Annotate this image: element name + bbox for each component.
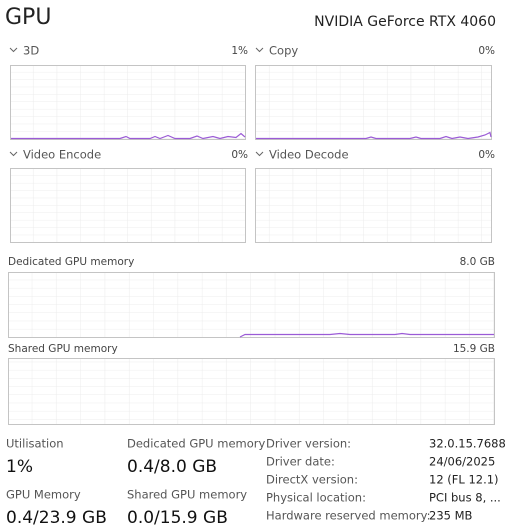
chevron[interactable] bbox=[255, 47, 264, 53]
detail-label: DirectX version: bbox=[266, 473, 358, 487]
chevron[interactable] bbox=[255, 151, 264, 157]
engine-value: 0% bbox=[478, 45, 495, 57]
stat-label: GPU Memory bbox=[6, 488, 81, 502]
memory-graph-max: 8.0 GB bbox=[460, 256, 495, 268]
device-name: NVIDIA GeForce RTX 4060 bbox=[314, 14, 496, 30]
engine-graph bbox=[255, 168, 492, 243]
engine-name[interactable]: 3D bbox=[23, 44, 39, 58]
engine-value: 0% bbox=[231, 149, 248, 161]
memory-graph-name: Shared GPU memory bbox=[8, 343, 118, 355]
memory-graph bbox=[8, 358, 495, 425]
detail-value: 12 (FL 12.1) bbox=[429, 473, 499, 487]
engine-graph bbox=[10, 65, 246, 140]
detail-label: Driver date: bbox=[266, 455, 335, 469]
chevron[interactable] bbox=[9, 151, 18, 157]
engine-name[interactable]: Copy bbox=[269, 44, 298, 58]
stat-label: Utilisation bbox=[6, 437, 64, 451]
stat-value: 1% bbox=[6, 457, 33, 477]
stat-label: Shared GPU memory bbox=[127, 488, 247, 502]
title: GPU bbox=[5, 5, 51, 30]
engine-graph bbox=[10, 168, 246, 243]
memory-graph-max: 15.9 GB bbox=[453, 343, 495, 355]
usage-trace bbox=[11, 132, 246, 140]
memory-graph bbox=[8, 272, 495, 338]
detail-label: Physical location: bbox=[266, 491, 366, 505]
usage-trace bbox=[256, 131, 492, 140]
stat-value: 0.0/15.9 GB bbox=[127, 508, 228, 528]
engine-value: 1% bbox=[231, 45, 248, 57]
detail-value: 235 MB bbox=[429, 509, 473, 523]
memory-graph-name: Dedicated GPU memory bbox=[8, 256, 134, 268]
stat-label: Dedicated GPU memory bbox=[127, 437, 265, 451]
memory-trace bbox=[239, 332, 494, 338]
engine-name[interactable]: Video Encode bbox=[23, 148, 101, 162]
engine-graph bbox=[255, 65, 492, 140]
detail-value: PCI bus 8, ... bbox=[429, 491, 501, 505]
stat-value: 0.4/23.9 GB bbox=[6, 508, 107, 528]
chevron[interactable] bbox=[9, 47, 18, 53]
engine-name[interactable]: Video Decode bbox=[269, 148, 349, 162]
stat-value: 0.4/8.0 GB bbox=[127, 457, 217, 477]
engine-value: 0% bbox=[478, 149, 495, 161]
detail-label: Hardware reserved memory: bbox=[266, 509, 430, 523]
detail-value: 24/06/2025 bbox=[429, 455, 495, 469]
detail-label: Driver version: bbox=[266, 437, 351, 451]
detail-value: 32.0.15.7688 bbox=[429, 437, 505, 451]
